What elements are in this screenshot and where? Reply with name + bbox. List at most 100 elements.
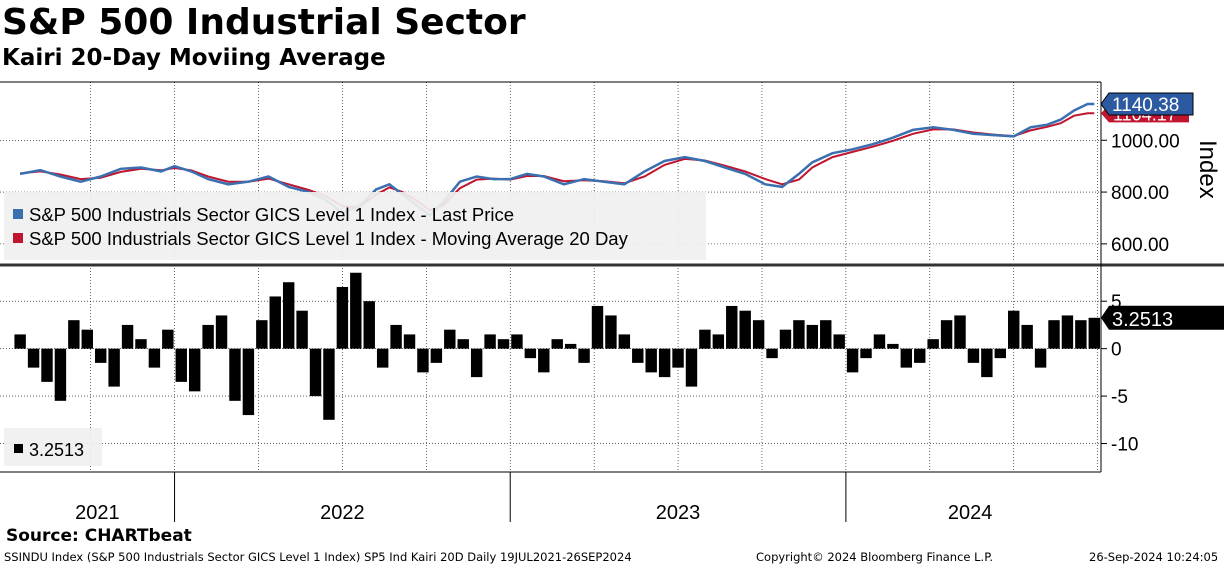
kairi-bar — [887, 343, 899, 349]
legend-swatch-ma — [13, 233, 23, 243]
copyright-text: Copyright© 2024 Bloomberg Finance L.P. — [756, 550, 993, 564]
y-tick-label: -5 — [1111, 387, 1128, 408]
kairi-bar — [94, 348, 107, 363]
kairi-bar — [54, 348, 67, 401]
kairi-bar — [981, 348, 993, 378]
kairi-bar — [403, 334, 416, 349]
y-tick-label: -10 — [1111, 435, 1138, 456]
kairi-bar — [430, 348, 443, 363]
legend-label-kairi: 3.2513 — [29, 440, 84, 460]
kairi-bar — [618, 334, 631, 349]
kairi-bar — [511, 334, 523, 349]
price-last-value-badge — [1100, 92, 1194, 116]
timestamp: 26-Sep-2024 10:24:05 — [1089, 550, 1219, 564]
legend-label-price: S&P 500 Industrials Sector GICS Level 1 … — [29, 204, 514, 225]
kairi-bar — [538, 348, 550, 373]
kairi-bar — [336, 286, 349, 349]
kairi-bar — [363, 301, 375, 349]
kairi-bar — [41, 348, 53, 382]
kairi-bar — [726, 305, 738, 349]
y-axis-title: Index — [1194, 140, 1221, 199]
kairi-bar — [269, 296, 281, 349]
kairi-bar — [551, 339, 563, 349]
kairi-bar — [1008, 310, 1020, 349]
kairi-bar — [162, 329, 174, 349]
kairi-bar — [752, 320, 765, 349]
legend-swatch-price — [13, 209, 23, 219]
kairi-last-value-label: 3.2513 — [1112, 309, 1173, 331]
kairi-bar — [1088, 317, 1100, 349]
x-tick-label-year: 2023 — [656, 502, 701, 524]
kairi-bar — [914, 348, 926, 363]
kairi-bar — [188, 348, 201, 392]
kairi-bar — [632, 348, 644, 363]
legend-label-ma: S&P 500 Industrials Sector GICS Level 1 … — [29, 228, 629, 249]
kairi-bar — [121, 324, 134, 349]
kairi-bar — [806, 324, 819, 349]
y-tick-label: 5 — [1111, 292, 1122, 313]
kairi-bar — [309, 348, 322, 397]
kairi-bar — [175, 348, 187, 382]
kairi-bar — [323, 348, 335, 420]
kairi-bar — [148, 348, 161, 368]
kairi-last-value-badge — [1101, 305, 1224, 330]
kairi-bar — [470, 348, 483, 378]
last-price-line — [19, 102, 1095, 218]
kairi-bar — [296, 310, 308, 349]
kairi-bar — [135, 339, 147, 349]
kairi-bar — [833, 334, 845, 349]
kairi-bar — [1061, 315, 1074, 349]
kairi-bar — [685, 348, 698, 387]
chart-title: S&P 500 Industrial Sector — [2, 2, 526, 43]
chart-subtitle: Kairi 20-Day Moviing Average — [2, 45, 386, 71]
kairi-bar — [282, 282, 295, 349]
kairi-bar — [108, 348, 120, 387]
kairi-bar — [672, 348, 684, 368]
kairi-bar — [1034, 348, 1047, 368]
kairi-bar — [14, 334, 26, 349]
price-last-value-label: 1140.38 — [1112, 95, 1179, 116]
kairi-bar — [591, 305, 604, 349]
kairi-bar — [940, 320, 953, 349]
kairi-bar — [27, 348, 40, 368]
kairi-bar — [81, 329, 93, 349]
kairi-bar — [350, 272, 362, 349]
kairi-bar — [658, 348, 671, 378]
kairi-bar — [873, 334, 886, 349]
kairi-bar — [390, 324, 402, 349]
kairi-bar — [846, 348, 859, 373]
kairi-bar — [256, 320, 268, 349]
kairi-bar — [497, 339, 510, 349]
kairi-bar — [376, 348, 389, 368]
kairi-bar — [564, 343, 577, 349]
kairi-bar — [766, 348, 778, 359]
kairi-bar — [860, 348, 872, 359]
kairi-bar — [524, 348, 537, 359]
kairi-bar — [739, 310, 751, 349]
kairi-bar — [444, 329, 456, 349]
kairi-bar — [1021, 324, 1033, 349]
y-tick-label: 600.00 — [1111, 235, 1169, 256]
kairi-bar — [242, 348, 255, 416]
y-tick-label: 800.00 — [1111, 183, 1169, 204]
kairi-bar — [954, 315, 966, 349]
kairi-bar — [605, 315, 617, 349]
kairi-bar — [793, 320, 805, 349]
price-legend-box — [4, 192, 706, 260]
source-label: Source: CHARTbeat — [6, 526, 192, 546]
y-tick-label: 0 — [1111, 340, 1122, 361]
kairi-bar — [967, 348, 980, 363]
kairi-bar — [457, 339, 469, 349]
kairi-bar — [202, 324, 214, 349]
legend-swatch-kairi — [14, 444, 23, 453]
x-tick-label-year: 2022 — [320, 502, 365, 524]
x-tick-label-year: 2021 — [75, 502, 120, 524]
y-tick-label: 1000.00 — [1111, 131, 1180, 152]
kairi-bar — [779, 329, 792, 349]
kairi-bar — [645, 348, 657, 373]
kairi-bar — [699, 329, 711, 349]
kairi-bar — [927, 339, 939, 349]
kairi-bar — [484, 334, 496, 349]
kairi-bar — [68, 320, 80, 349]
